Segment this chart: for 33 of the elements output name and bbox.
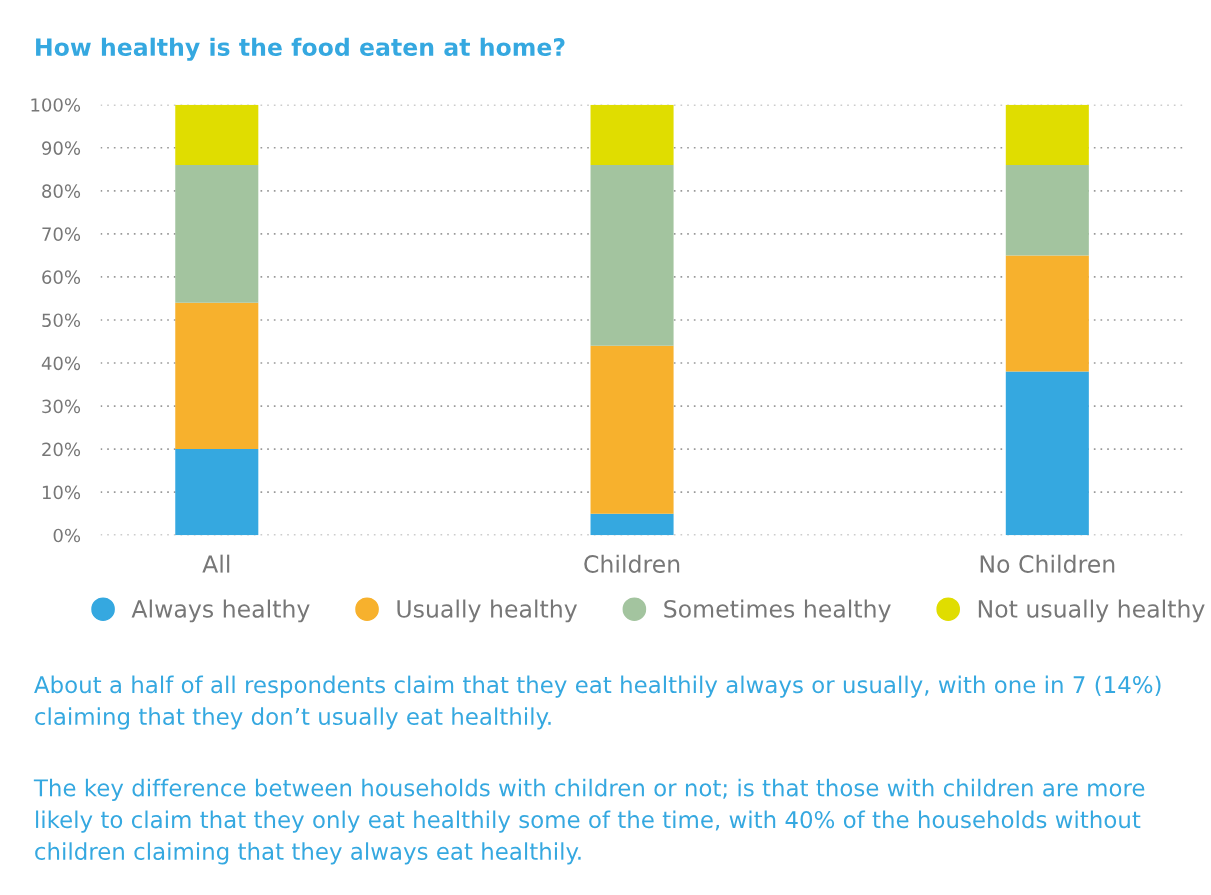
y-tick-label: 80%	[42, 184, 81, 198]
bar	[590, 513, 674, 536]
y-tick-label: 70%	[42, 227, 81, 241]
y-tick-label: 10%	[42, 485, 81, 500]
x-tick-label: No Children	[980, 554, 1115, 573]
bar	[1005, 104, 1089, 165]
bar	[1005, 255, 1089, 372]
legend-label: Always healthy	[131, 599, 310, 623]
text: The key difference between households with children or not; is that those with children are more likely to claim that they only eat healthily some of the time, with 40% of the households without children claiming that they always eat healthily.	[33, 778, 1145, 865]
bar	[590, 164, 674, 346]
y-tick-label: 20%	[42, 442, 81, 457]
legend-label: Not usually healthy	[978, 599, 1205, 623]
y-tick-label: 90%	[42, 141, 81, 155]
bar	[175, 302, 259, 450]
bar	[590, 345, 674, 514]
y-tick-label: 100%	[31, 98, 81, 112]
bar	[1005, 371, 1089, 536]
chart-title: How healthy is the food eaten at home?	[36, 37, 565, 61]
bar	[1005, 164, 1089, 256]
bar	[590, 104, 674, 165]
legend-label: Sometimes healthy	[664, 599, 891, 623]
y-tick-label: 60%	[42, 270, 81, 285]
x-tick-label: Children	[584, 554, 680, 573]
bar	[175, 449, 259, 536]
bar	[175, 164, 259, 303]
bar	[175, 104, 259, 165]
text: About a half of all respondents claim that they eat healthily always or usually, with one in 7 (14%) claiming that they don’t usually eat healthily.	[34, 675, 1161, 730]
x-tick-label: All	[202, 554, 230, 573]
legend-label: Usually healthy	[397, 599, 578, 623]
y-tick-label: 0%	[53, 528, 81, 543]
y-tick-label: 30%	[42, 399, 81, 414]
y-tick-label: 50%	[42, 313, 81, 328]
y-tick-label: 40%	[41, 356, 81, 371]
